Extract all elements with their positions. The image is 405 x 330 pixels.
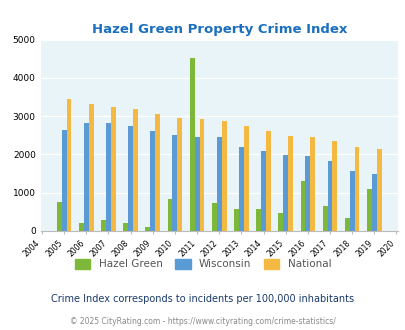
- Bar: [177, 118, 182, 231]
- Bar: [344, 218, 349, 231]
- Bar: [123, 223, 128, 231]
- Bar: [150, 131, 155, 231]
- Bar: [278, 213, 283, 231]
- Bar: [194, 137, 199, 231]
- Bar: [376, 149, 381, 231]
- Bar: [366, 189, 371, 231]
- Bar: [371, 174, 376, 231]
- Bar: [234, 209, 239, 231]
- Legend: Hazel Green, Wisconsin, National: Hazel Green, Wisconsin, National: [70, 255, 335, 274]
- Bar: [354, 147, 358, 231]
- Bar: [349, 171, 354, 231]
- Bar: [111, 107, 115, 231]
- Bar: [332, 141, 337, 231]
- Bar: [62, 130, 66, 231]
- Bar: [199, 119, 204, 231]
- Bar: [211, 203, 216, 231]
- Bar: [133, 109, 138, 231]
- Bar: [101, 220, 106, 231]
- Bar: [327, 161, 332, 231]
- Bar: [300, 181, 305, 231]
- Bar: [145, 227, 150, 231]
- Bar: [128, 126, 133, 231]
- Bar: [265, 131, 270, 231]
- Bar: [260, 150, 265, 231]
- Bar: [288, 136, 292, 231]
- Bar: [84, 123, 89, 231]
- Title: Hazel Green Property Crime Index: Hazel Green Property Crime Index: [91, 23, 346, 36]
- Bar: [57, 202, 62, 231]
- Bar: [172, 135, 177, 231]
- Bar: [256, 209, 260, 231]
- Bar: [167, 199, 172, 231]
- Bar: [216, 137, 221, 231]
- Bar: [305, 155, 309, 231]
- Bar: [189, 58, 194, 231]
- Text: © 2025 CityRating.com - https://www.cityrating.com/crime-statistics/: © 2025 CityRating.com - https://www.city…: [70, 317, 335, 326]
- Bar: [309, 137, 314, 231]
- Bar: [66, 99, 71, 231]
- Bar: [322, 206, 327, 231]
- Bar: [89, 104, 94, 231]
- Text: Crime Index corresponds to incidents per 100,000 inhabitants: Crime Index corresponds to incidents per…: [51, 294, 354, 304]
- Bar: [106, 123, 111, 231]
- Bar: [79, 223, 84, 231]
- Bar: [221, 121, 226, 231]
- Bar: [155, 114, 160, 231]
- Bar: [283, 155, 288, 231]
- Bar: [239, 147, 243, 231]
- Bar: [243, 126, 248, 231]
